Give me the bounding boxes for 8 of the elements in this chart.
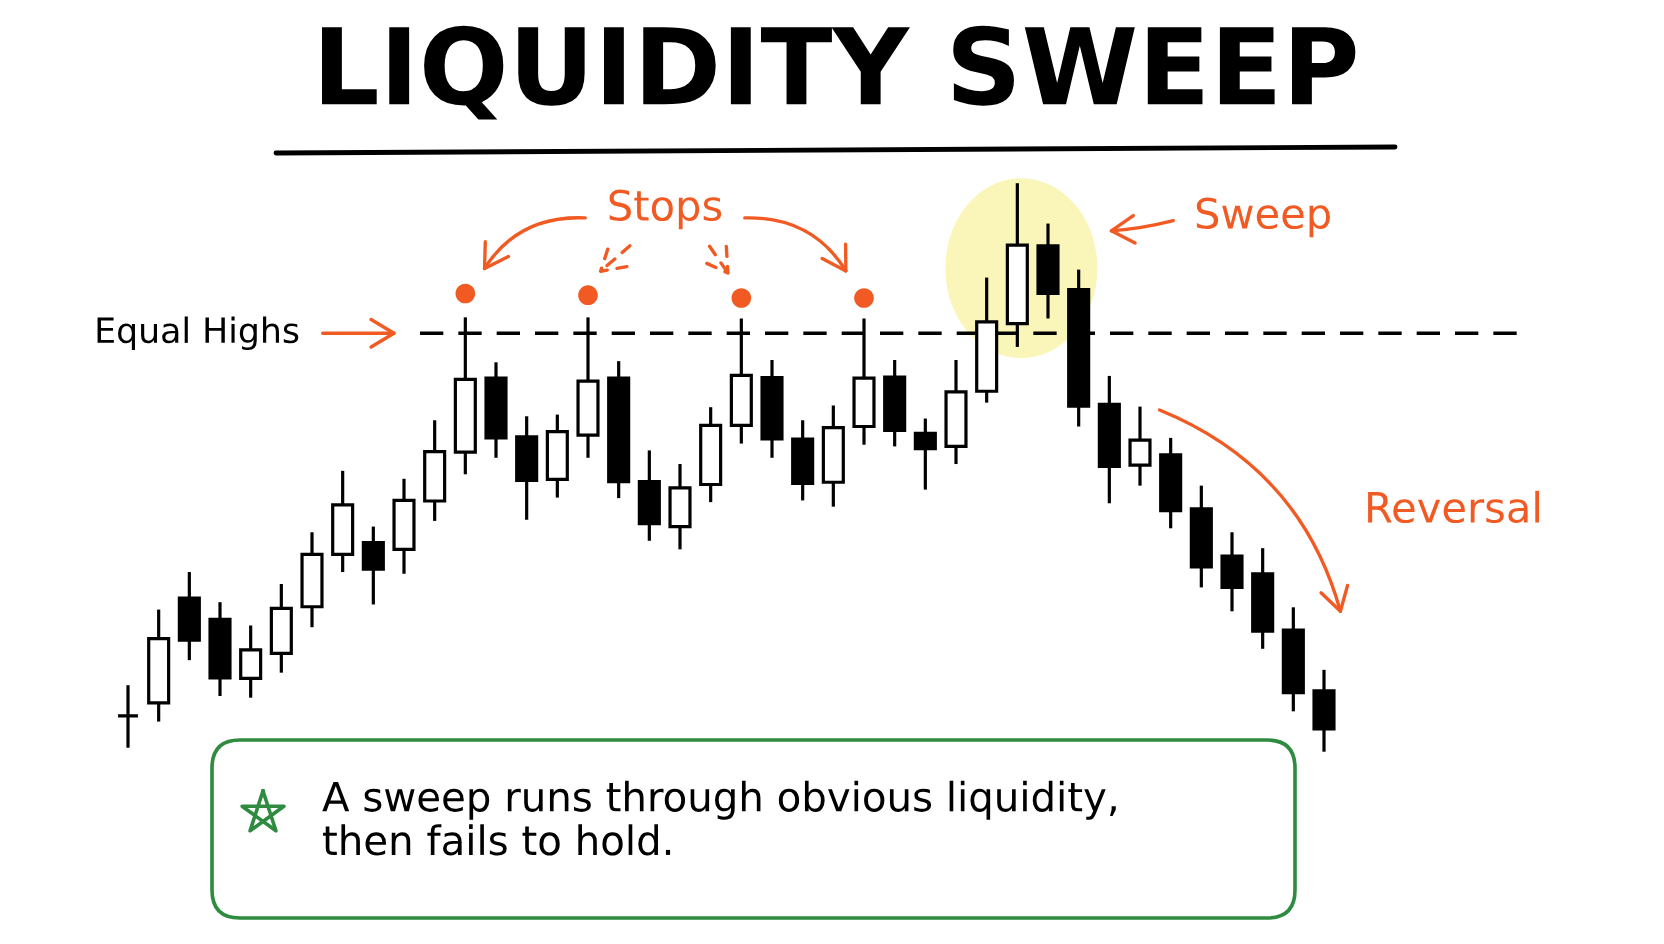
annotation: Sweep — [1196, 197, 1330, 238]
text: Reversal — [1368, 490, 1540, 524]
candlestick — [913, 418, 937, 490]
annotation: Stops — [609, 189, 722, 230]
chart-title: LIQUIDITY SWEEP — [322, 25, 1356, 120]
ref-line-label: Equal Highs — [97, 316, 299, 351]
text: A sweep runs through obvious liquidity, then fails to hold. — [322, 780, 1116, 856]
candlestick — [116, 685, 140, 748]
